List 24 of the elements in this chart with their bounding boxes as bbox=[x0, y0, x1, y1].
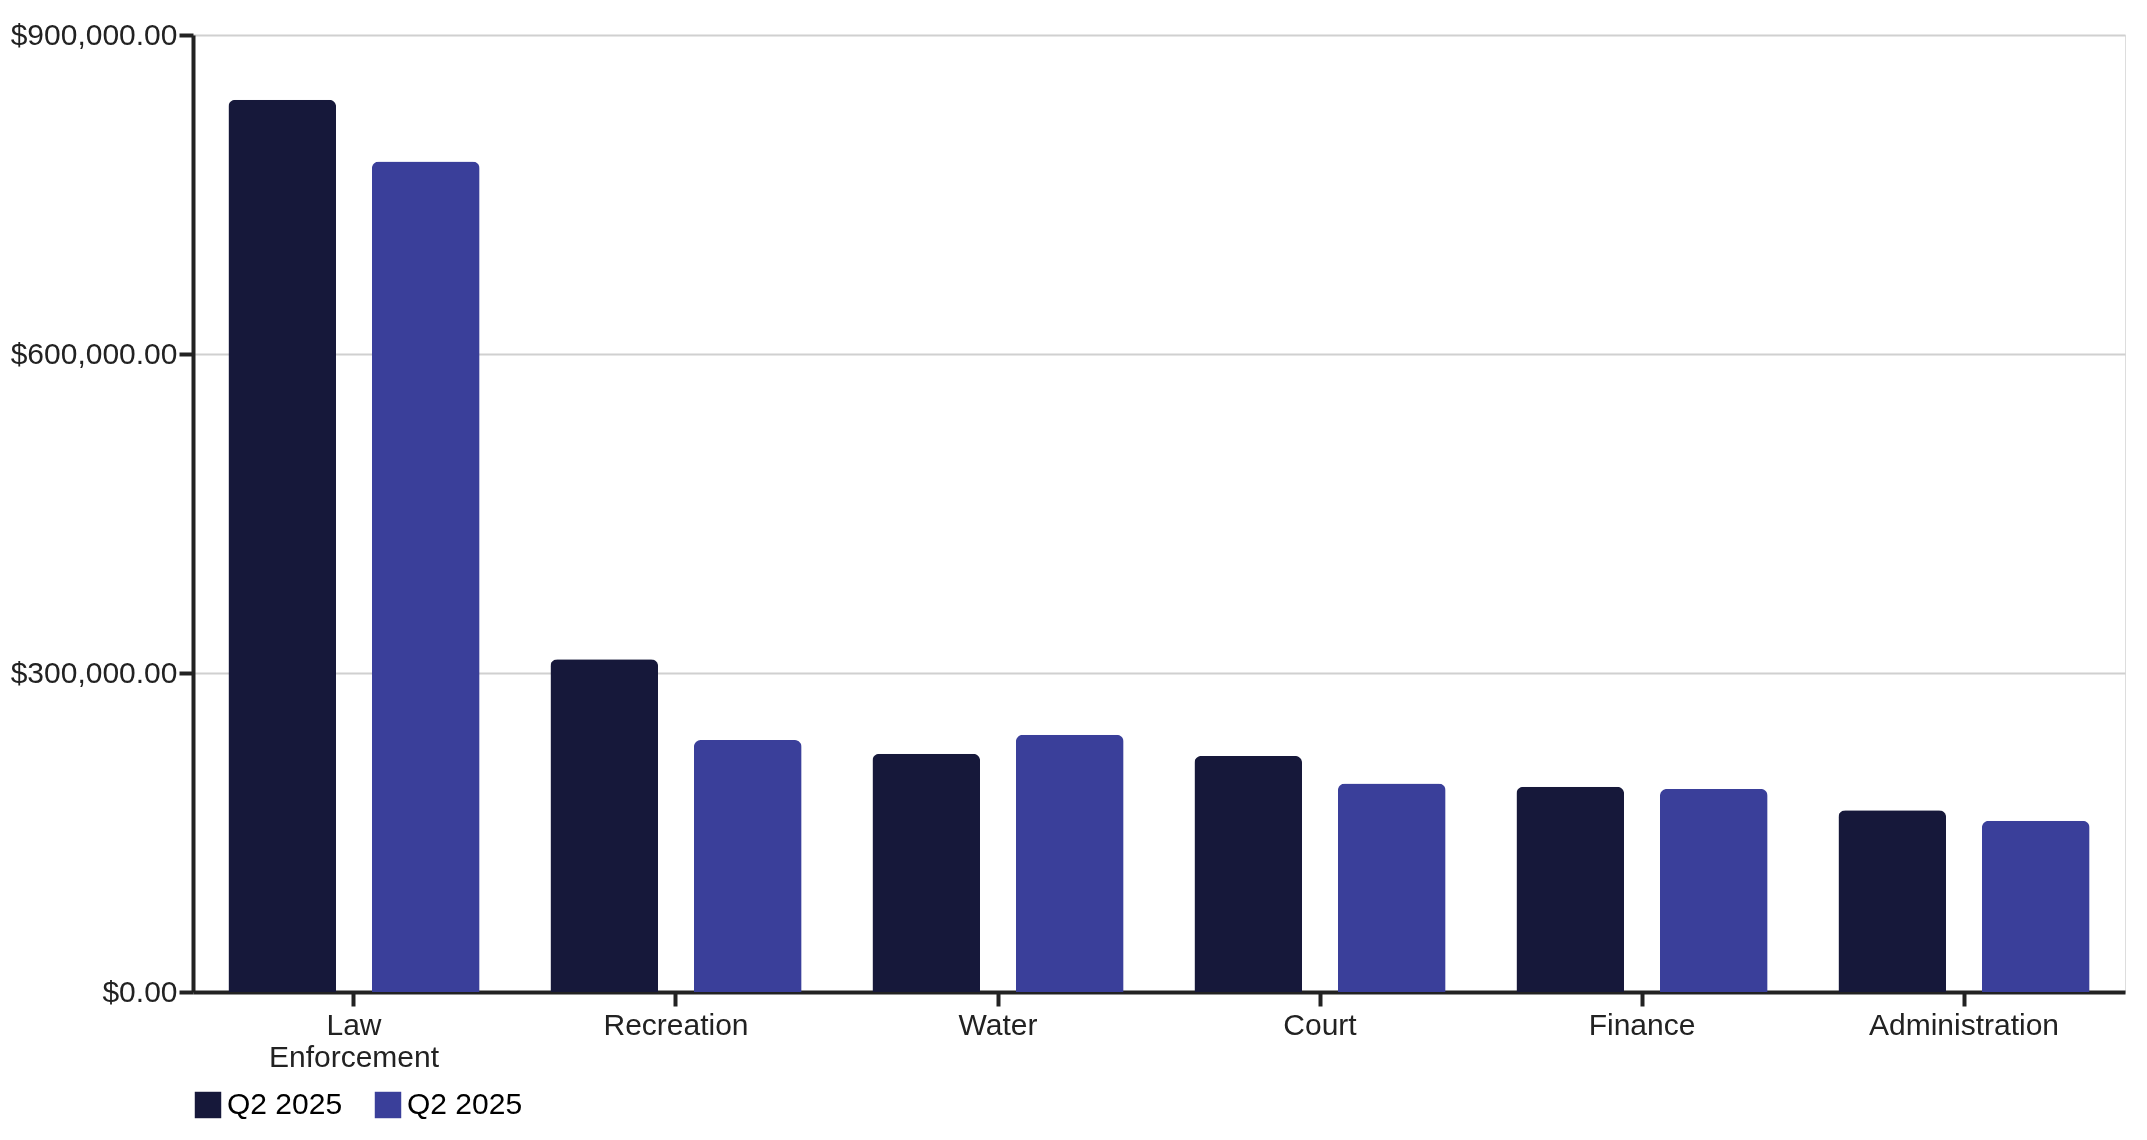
bar bbox=[550, 659, 659, 992]
bar bbox=[1015, 734, 1124, 992]
x-tick-label: Finance bbox=[1588, 1007, 1696, 1041]
x-tick-label: Court bbox=[1283, 1007, 1358, 1041]
y-tick-label: $0.00 bbox=[102, 974, 178, 1008]
bar bbox=[1838, 810, 1947, 992]
x-tick-label: Recreation bbox=[603, 1007, 749, 1041]
bar bbox=[872, 753, 981, 992]
bar bbox=[1659, 788, 1768, 992]
bar bbox=[1194, 755, 1303, 992]
x-tick-label: Law Enforcement bbox=[268, 1007, 440, 1073]
bar bbox=[228, 99, 337, 992]
bar bbox=[693, 739, 802, 992]
x-tick-label: Administration bbox=[1868, 1007, 2060, 1041]
legend-label: Q2 2025 bbox=[407, 1087, 523, 1120]
y-tick-label: $600,000.00 bbox=[10, 336, 178, 370]
x-tick-label: Water bbox=[958, 1007, 1038, 1041]
bar bbox=[1516, 786, 1625, 992]
y-tick-label: $300,000.00 bbox=[10, 655, 178, 689]
bar bbox=[1337, 783, 1446, 992]
legend-label: Q2 2025 bbox=[227, 1087, 343, 1120]
bar bbox=[1981, 820, 2090, 992]
y-tick-label: $900,000.00 bbox=[10, 17, 178, 51]
bar bbox=[371, 161, 480, 992]
